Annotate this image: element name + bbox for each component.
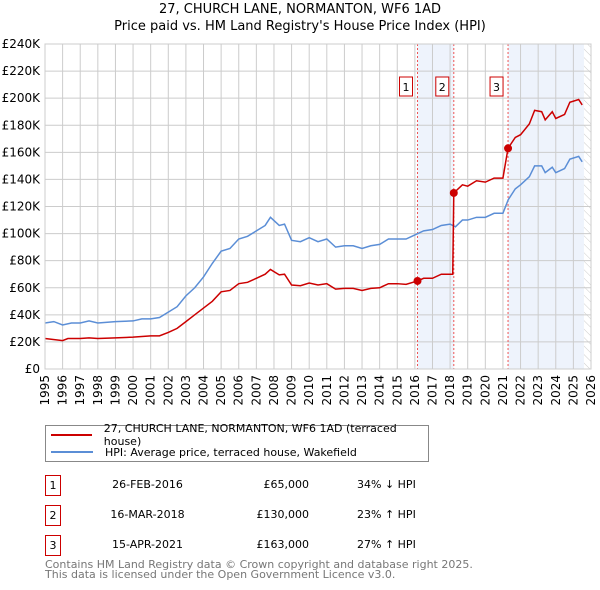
- x-tick-label: 2012: [337, 375, 351, 406]
- legend-item-hpi: HPI: Average price, terraced house, Wake…: [46, 444, 357, 460]
- sale-date: 15-APR-2021: [111, 538, 184, 551]
- x-tick-label: 2002: [161, 375, 175, 406]
- x-tick-label: 2008: [267, 375, 281, 406]
- sale-row: 1 26-FEB-2016 £65,000 34% ↓ HPI: [45, 475, 465, 497]
- legend-swatch: [51, 434, 92, 436]
- x-tick-label: 1997: [73, 375, 87, 406]
- x-tick-label: 2022: [514, 375, 528, 406]
- y-tick-label: £120K: [2, 200, 42, 214]
- price-paid-line: [44, 98, 583, 342]
- y-tick-label: £160K: [2, 145, 42, 159]
- sale-marker-label: 2: [45, 505, 61, 526]
- x-tick-label: 2001: [144, 375, 158, 406]
- sale-marker-label: 2: [439, 81, 446, 94]
- x-tick-label: 2014: [373, 375, 387, 406]
- x-tick-label: 2024: [549, 375, 563, 406]
- sale-hpi-diff: 23% ↑ HPI: [357, 508, 416, 521]
- y-tick-label: £200K: [2, 91, 42, 105]
- sale-hpi-diff: 34% ↓ HPI: [357, 478, 416, 491]
- plot-area: £0 £20K £40K £60K £80K £100K £120K £140K £160K £1…: [2, 37, 598, 406]
- x-tick-label: 2015: [390, 375, 404, 406]
- legend-swatch: [51, 451, 93, 453]
- legend-label: 27, CHURCH LANE, NORMANTON, WF6 1AD (ter…: [103, 422, 397, 448]
- sale-marker-label: 3: [45, 535, 61, 556]
- x-tick-label: 2000: [126, 375, 140, 406]
- sale-row: 2 16-MAR-2018 £130,000 23% ↑ HPI: [45, 505, 465, 527]
- x-tick-label: 2009: [285, 375, 299, 406]
- footer-line: This data is licensed under the Open Gov…: [45, 568, 396, 581]
- sale-point: [449, 188, 458, 197]
- x-tick-label: 2013: [355, 375, 369, 406]
- x-tick-label: 2018: [443, 375, 457, 406]
- x-tick-label: 2021: [496, 375, 510, 406]
- x-tick-label: 1996: [56, 375, 70, 406]
- footer: Contains HM Land Registry data © Crown c…: [45, 558, 473, 581]
- x-tick-label: 2011: [320, 375, 334, 406]
- x-tick-label: 1999: [108, 375, 122, 406]
- sale-marker-label: 3: [493, 81, 500, 94]
- x-tick-label: 2026: [584, 375, 598, 406]
- x-tick-label: 2005: [214, 375, 228, 406]
- legend-label: HPI: Average price, terraced house, Wake…: [105, 445, 357, 459]
- hpi-line: [44, 155, 583, 326]
- sale-date: 26-FEB-2016: [112, 478, 183, 491]
- legend-item-property: 27, CHURCH LANE, NORMANTON, WF6 1AD (ter…: [46, 422, 428, 448]
- y-tick-label: £40K: [9, 308, 41, 322]
- chart-subtitle: Price paid vs. HM Land Registry's House …: [114, 19, 486, 34]
- sale-hpi-diff: 27% ↑ HPI: [357, 538, 416, 551]
- sale-date: 16-MAR-2018: [110, 508, 185, 521]
- y-tick-label: £80K: [9, 254, 41, 268]
- sale-row: 3 15-APR-2021 £163,000 27% ↑ HPI: [45, 535, 465, 557]
- y-tick-label: £60K: [9, 281, 41, 295]
- y-tick-label: £220K: [2, 64, 42, 78]
- footer-line: Contains HM Land Registry data © Crown c…: [45, 558, 473, 571]
- y-tick-label: £140K: [2, 172, 42, 186]
- y-tick-label: £20K: [9, 335, 41, 349]
- sale-marker-box: [435, 76, 450, 97]
- x-tick-label: 2010: [302, 375, 316, 406]
- y-tick-label: £240K: [2, 37, 42, 51]
- x-tick-label: 2019: [461, 375, 475, 406]
- y-tick-label: £0: [25, 362, 40, 376]
- sale-price: £130,000: [256, 508, 310, 521]
- x-tick-label: 2023: [531, 375, 545, 406]
- x-tick-label: 1998: [91, 375, 105, 406]
- sale-marker-label: 1: [403, 81, 410, 94]
- sale-point: [504, 144, 513, 153]
- sale-marker-box: [489, 76, 504, 97]
- y-tick-label: £180K: [2, 118, 42, 132]
- x-tick-label: 2007: [249, 375, 263, 406]
- sale-marker-label: 1: [45, 475, 61, 496]
- x-tick-label: 2004: [197, 375, 211, 406]
- x-tick-label: 1995: [38, 375, 52, 406]
- y-tick-label: £100K: [2, 227, 42, 241]
- sale-point: [413, 276, 422, 285]
- sale-price: £163,000: [256, 538, 310, 551]
- x-tick-label: 2017: [425, 375, 439, 406]
- sale-marker-box: [399, 76, 414, 97]
- sale-price: £65,000: [263, 478, 310, 491]
- x-tick-label: 2025: [566, 375, 580, 406]
- plot-border: [44, 43, 592, 370]
- x-tick-label: 2020: [478, 375, 492, 406]
- x-tick-label: 2016: [408, 375, 422, 406]
- x-tick-label: 2006: [232, 375, 246, 406]
- legend: 27, CHURCH LANE, NORMANTON, WF6 1AD (ter…: [45, 422, 429, 462]
- x-tick-label: 2003: [179, 375, 193, 406]
- chart-title: 27, CHURCH LANE, NORMANTON, WF6 1AD: [158, 2, 442, 17]
